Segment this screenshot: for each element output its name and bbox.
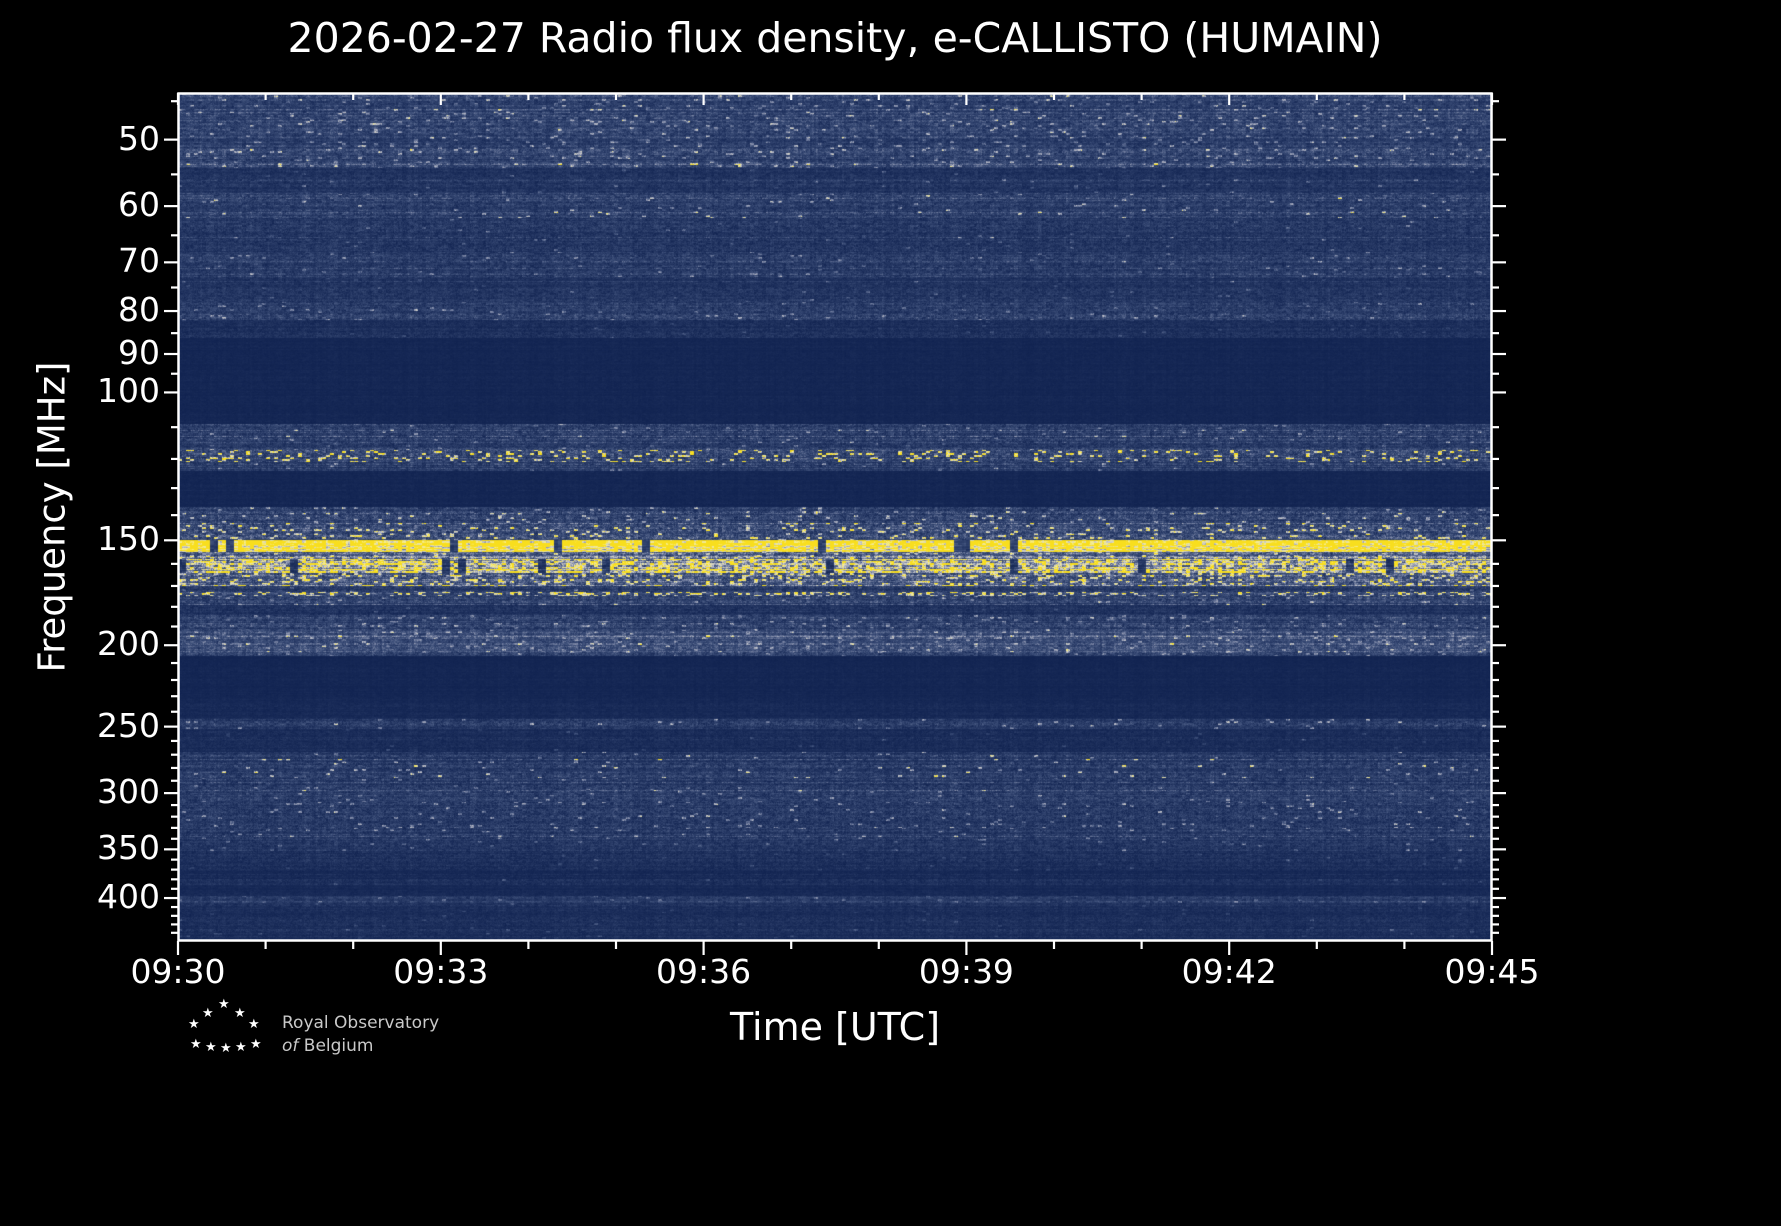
rob-logo-line2: of Belgium xyxy=(282,1035,374,1056)
x-tick-label: 09:33 xyxy=(393,952,489,991)
x-tick-label: 09:36 xyxy=(656,952,752,991)
y-tick-label: 400 xyxy=(97,877,160,917)
rob-logo: ★ ★ ★ ★ ★ ★ ★ ★ ★ ★ Royal Observatory of… xyxy=(182,998,482,1070)
rob-logo-stars-icon: ★ ★ ★ ★ ★ ★ ★ ★ ★ ★ xyxy=(188,997,262,1056)
y-tick-label: 100 xyxy=(97,371,160,411)
y-tick-label: 50 xyxy=(118,118,160,158)
x-axis-label: Time [UTC] xyxy=(729,1005,941,1049)
y-tick-label: 80 xyxy=(118,290,160,330)
rob-logo-text: Royal Observatory of Belgium xyxy=(282,1012,439,1058)
y-tick-label: 60 xyxy=(118,185,160,225)
x-tick-label: 09:39 xyxy=(918,952,1014,991)
x-tick-label: 09:30 xyxy=(130,952,226,991)
x-tick-label: 09:45 xyxy=(1444,952,1540,991)
y-tick-label: 150 xyxy=(97,519,160,559)
y-tick-label: 300 xyxy=(97,772,160,812)
y-tick-label: 200 xyxy=(97,624,160,664)
rob-logo-line1: Royal Observatory xyxy=(282,1013,440,1033)
y-tick-label: 90 xyxy=(118,333,160,372)
y-tick-label: 250 xyxy=(97,705,160,745)
y-tick-label: 70 xyxy=(118,241,160,281)
x-tick-label: 09:42 xyxy=(1181,952,1277,991)
y-axis-label: Frequency [MHz] xyxy=(30,361,74,673)
chart-title: 2026-02-27 Radio flux density, e-CALLIST… xyxy=(287,14,1383,62)
y-tick-label: 350 xyxy=(97,828,160,868)
spectrogram-canvas xyxy=(178,93,1492,941)
